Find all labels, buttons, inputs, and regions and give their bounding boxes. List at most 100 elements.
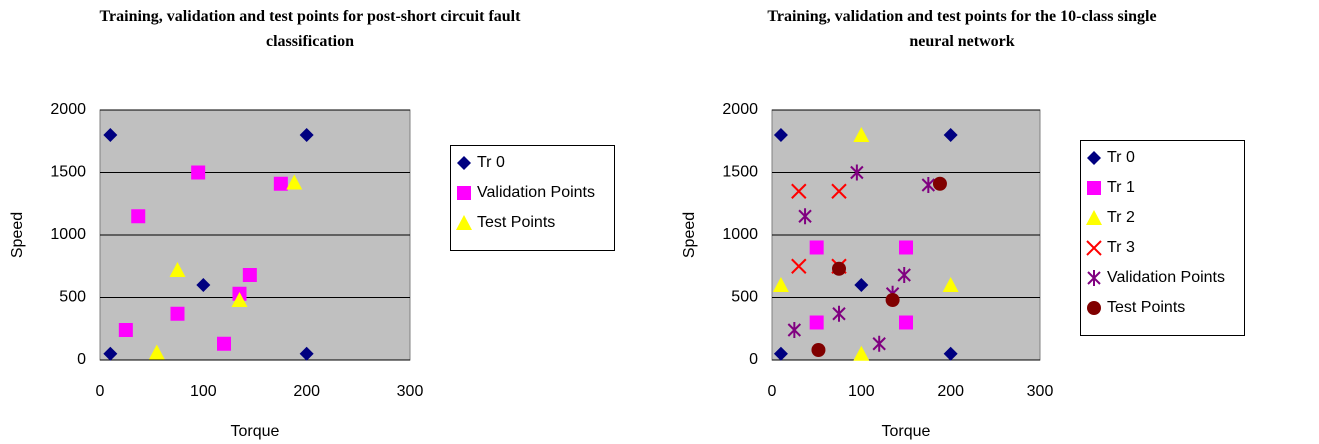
marker-star [921,177,936,193]
legend-item: Test Points [1085,299,1240,317]
x-tick-label: 0 [768,383,777,400]
marker-star [798,208,812,225]
marker-circle [885,293,900,307]
legend-label: Tr 3 [1107,239,1135,256]
legend-marker [1087,181,1101,195]
marker-diamond [103,128,118,142]
legend-marker [1087,151,1101,165]
marker-x [831,183,847,199]
y-tick-label: 1500 [50,164,86,181]
y-tick-label: 1000 [50,226,86,243]
legend-label: Tr 0 [1107,149,1135,166]
legend: Tr 0 Validation Points Test Points [450,145,615,251]
chart-title: Training, validation and test points for… [99,8,521,50]
marker-diamond [943,346,958,361]
x-tick-label: 300 [1027,383,1054,400]
legend-marker [456,215,472,230]
marker-square [242,268,257,282]
marker-square [809,240,824,255]
marker-triangle [456,215,472,230]
marker-circle [811,343,826,357]
marker-diamond [299,346,314,361]
marker-star [1087,270,1101,286]
marker-triangle [231,292,248,307]
legend-label: Test Points [477,214,556,231]
marker-star [872,335,886,352]
legend: Tr 0 Tr 1 Tr 2 Tr 3 Validation Points Test Po… [1080,140,1245,336]
legend-item: Tr 3 [1085,239,1240,257]
legend-marker [457,186,471,200]
x-tick-label: 100 [190,383,217,400]
marker-square [118,323,133,337]
y-axis-label: Speed [681,212,698,258]
legend-item: Tr 0 [455,154,610,172]
legend-marker [1087,270,1101,286]
marker-triangle [286,174,303,190]
marker-diamond [103,346,118,361]
marker-square [899,240,913,255]
legend-label: Test Points [1107,299,1186,316]
x-tick-label: 100 [848,383,875,400]
marker-square [899,315,913,330]
marker-diamond [196,278,211,292]
marker-square [217,336,231,351]
marker-square [809,315,824,330]
legend-item: Tr 2 [1085,209,1240,227]
marker-star [850,164,864,181]
y-tick-label: 0 [749,351,758,368]
legend-item: Tr 1 [1085,179,1240,197]
marker-diamond [773,346,788,361]
marker-star [787,322,802,338]
legend-marker [1086,240,1102,256]
legend-item: Tr 0 [1085,149,1240,167]
legend-label: Validation Points [1107,269,1225,286]
y-tick-label: 0 [77,351,86,368]
x-axis-label: Torque [882,423,931,440]
legend-item: Test Points [455,214,610,232]
marker-circle [832,261,846,276]
x-tick-label: 200 [937,383,964,400]
marker-square [1087,181,1101,195]
marker-triangle [1086,210,1102,225]
x-axis-label: Torque [231,423,280,440]
marker-x [791,258,807,274]
marker-star [832,305,846,322]
legend-label: Tr 0 [477,154,505,171]
marker-diamond [299,128,314,142]
y-tick-label: 500 [59,289,86,306]
marker-diamond [457,156,471,170]
legend-label: Tr 2 [1107,209,1135,226]
marker-triangle [772,277,789,292]
legend-item: Validation Points [455,184,610,202]
x-tick-label: 300 [397,383,424,400]
marker-x [791,183,807,199]
marker-triangle [148,344,165,360]
y-tick-label: 1500 [722,164,758,181]
marker-square [131,209,146,224]
marker-diamond [1087,151,1101,165]
marker-triangle [169,262,186,277]
x-tick-label: 0 [96,383,105,400]
y-tick-label: 2000 [722,101,758,118]
marker-square [273,176,288,191]
marker-square [457,186,471,200]
legend-label: Tr 1 [1107,179,1135,196]
marker-diamond [854,278,869,292]
marker-circle [1087,301,1101,315]
legend-label: Validation Points [477,184,595,201]
x-tick-label: 200 [293,383,320,400]
marker-diamond [943,128,958,142]
marker-triangle [853,345,870,361]
y-tick-label: 1000 [722,226,758,243]
marker-square [191,165,206,180]
marker-triangle [853,127,870,142]
marker-square [170,306,185,321]
legend-marker [1086,210,1102,225]
marker-star [897,267,911,283]
y-tick-label: 500 [731,289,758,306]
marker-diamond [773,128,788,142]
marker-circle [932,176,947,191]
y-axis-label: Speed [9,212,26,258]
